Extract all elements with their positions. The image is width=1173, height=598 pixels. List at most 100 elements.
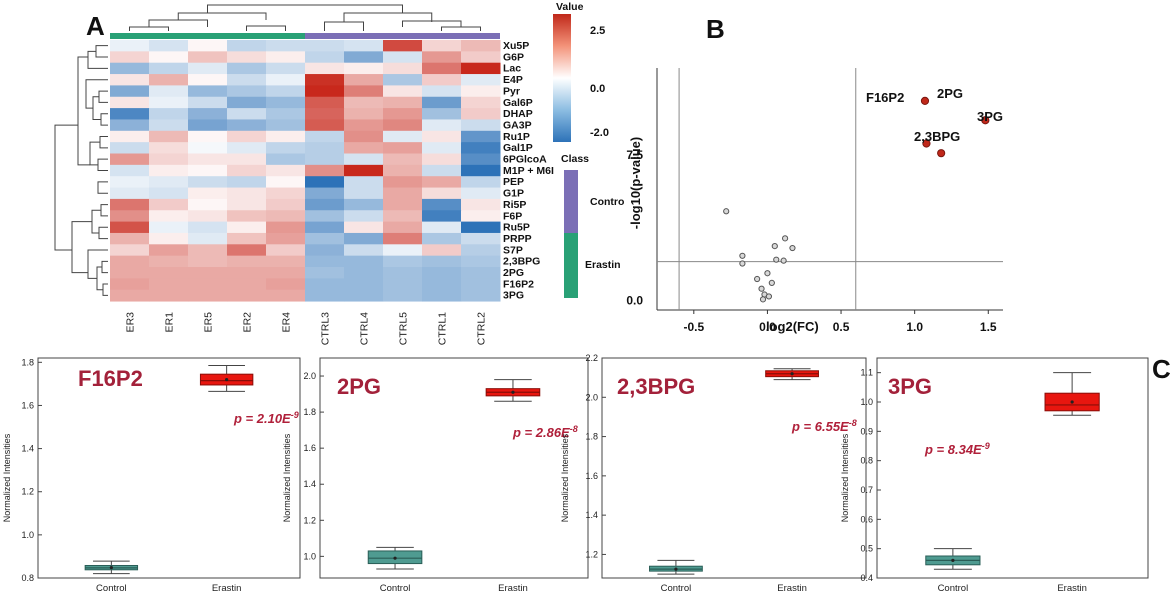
heatmap-cell [383, 51, 423, 64]
heatmap-cell [227, 255, 267, 268]
heatmap-cell [227, 130, 267, 143]
label-3pg: 3PG [977, 109, 1003, 124]
heatmap-cell [266, 164, 306, 177]
heatmap-row-label: Ru5P [503, 222, 530, 234]
heatmap-cell [149, 176, 189, 189]
heatmap-cell [266, 278, 306, 291]
box-y-tick-label: 2.0 [585, 392, 598, 402]
heatmap-cell [110, 51, 150, 64]
volcano-point [723, 208, 730, 215]
dendrogram-branch [102, 283, 108, 296]
heatmap-cell [344, 74, 384, 86]
box-y-axis-label: Normalized Intensities [282, 433, 292, 522]
heatmap-cell [110, 255, 150, 268]
heatmap-cell [305, 232, 345, 245]
dendrogram-branch [100, 204, 108, 217]
heatmap-cell [305, 221, 345, 234]
heatmap-cell [266, 108, 306, 120]
volcano-point [768, 279, 775, 286]
heatmap-cell [266, 187, 306, 200]
heatmap-cell [266, 198, 306, 211]
heatmap-cell [383, 142, 423, 154]
heatmap-cell [110, 96, 150, 109]
heatmap-cell [266, 176, 306, 189]
panel-letter-b: B [706, 14, 725, 44]
heatmap-cell [266, 85, 306, 98]
heatmap-cell [266, 62, 306, 75]
heatmap-cell [110, 198, 150, 211]
heatmap-row-label: G1P [503, 188, 524, 200]
heatmap-cell [461, 119, 501, 132]
heatmap-cell [188, 232, 228, 245]
heatmap-cell [383, 210, 423, 223]
box-mean [225, 377, 229, 382]
volcano-x-tick-label: 1.0 [906, 320, 923, 334]
heatmap-cell [149, 267, 189, 279]
heatmap-cell [227, 176, 267, 189]
box-mean [109, 566, 113, 570]
box-plot-title: 2PG [337, 374, 381, 399]
heatmap-cell [188, 142, 228, 154]
heatmap-cell [227, 40, 267, 52]
box-plot-frame [876, 357, 1149, 579]
box-p-value: p = 6.55E-8 [791, 418, 857, 434]
heatmap-cell [461, 62, 501, 75]
heatmap-cell [461, 221, 501, 234]
heatmap-cell [305, 255, 345, 268]
heatmap-cell [422, 142, 462, 154]
heatmap-cell [344, 289, 384, 302]
heatmap-cell [461, 40, 501, 52]
heatmap-cell [149, 255, 189, 268]
label-2pg: 2PG [937, 86, 963, 101]
heatmap-cell [344, 85, 384, 98]
heatmap-cell [422, 278, 462, 291]
heatmap-cell [266, 255, 306, 268]
heatmap-cell [227, 62, 267, 75]
heatmap-cell [383, 153, 423, 166]
box-y-tick-label: 0.8 [860, 456, 873, 466]
heatmap-cell [383, 130, 423, 143]
volcano-x-tick-label: 0.0 [759, 320, 776, 334]
heatmap-cell [188, 198, 228, 211]
heatmap-cells [110, 40, 501, 302]
heatmap-cell [227, 74, 267, 86]
heatmap-cell [461, 176, 501, 189]
heatmap-cell [344, 255, 384, 268]
heatmap-cell [344, 130, 384, 143]
heatmap-cell [383, 119, 423, 132]
heatmap-cell [266, 40, 306, 52]
heatmap-cell [422, 96, 462, 109]
heatmap-cell [227, 278, 267, 291]
box-p-value: p = 2.86E-8 [512, 424, 578, 440]
heatmap-cell [305, 96, 345, 109]
box-y-tick-label: 1.0 [303, 551, 316, 561]
dendrogram-branch [98, 226, 108, 240]
erastin-group-bar [110, 33, 305, 39]
heatmap-cell [227, 153, 267, 166]
volcano-y-tick-label: 7.5 [626, 148, 643, 162]
box-y-tick-label: 1.1 [860, 368, 873, 378]
heatmap-cell [188, 244, 228, 257]
box-plot-frame [319, 357, 589, 579]
heatmap-cell [227, 289, 267, 302]
volcano-plot: -0.5 0.0 0.5 1.0 1.5 0.0 7.5 log2(FC) -log10(p… [626, 68, 1003, 334]
heatmap-cell [383, 176, 423, 189]
box-plot-frame [601, 357, 867, 579]
box-mean [951, 558, 955, 563]
dendrogram-branch [92, 96, 101, 120]
box-mean [1070, 400, 1074, 404]
heatmap-cell [110, 210, 150, 223]
heatmap-cell [188, 40, 228, 52]
box-plot-panels: 0.8 1.0 1.2 1.4 1.6 1.8 Normalized Intensities… [2, 353, 1149, 594]
heatmap-cell [227, 85, 267, 98]
class-legend-erastin-label: Erastin [585, 259, 621, 271]
heatmap-cell [461, 142, 501, 154]
heatmap-column-label: CTRL3 [320, 312, 332, 345]
heatmap-cell [110, 108, 150, 120]
heatmap-cell [110, 244, 150, 257]
heatmap-row-label: GA3P [503, 119, 532, 131]
heatmap-cell [344, 164, 384, 177]
heatmap-cell [305, 62, 345, 75]
heatmap-cell [110, 130, 150, 143]
